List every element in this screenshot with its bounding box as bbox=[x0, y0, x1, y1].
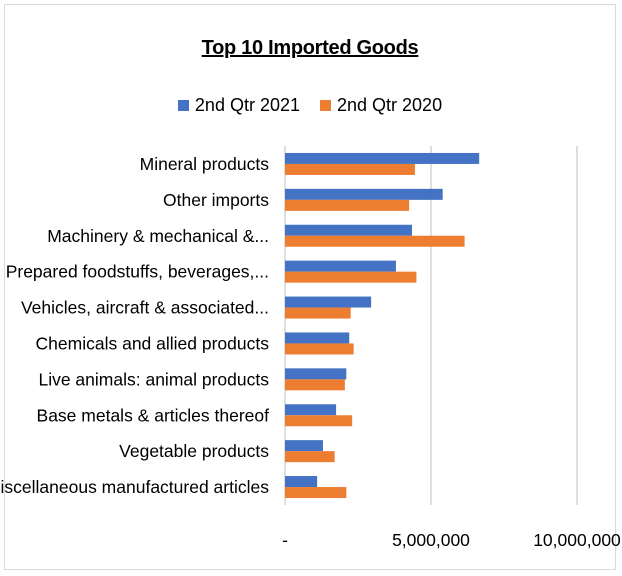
bar-2021-6 bbox=[285, 368, 347, 380]
bar-2020-3 bbox=[285, 271, 417, 283]
category-label-2: Machinery & mechanical &... bbox=[47, 226, 269, 246]
legend-label-2020: 2nd Qtr 2020 bbox=[337, 95, 443, 115]
bar-2021-4 bbox=[285, 296, 372, 308]
category-label-9: Miscellaneous manufactured articles bbox=[0, 477, 269, 497]
bar-2020-5 bbox=[285, 343, 354, 355]
chart-title: Top 10 Imported Goods bbox=[201, 37, 419, 59]
bar-2020-6 bbox=[285, 379, 345, 391]
bar-2020-9 bbox=[285, 487, 347, 499]
bar-2020-1 bbox=[285, 199, 410, 211]
category-label-3: Prepared foodstuffs, beverages,... bbox=[6, 262, 269, 282]
bar-2021-3 bbox=[285, 260, 396, 272]
bar-2020-4 bbox=[285, 307, 351, 319]
bar-2020-0 bbox=[285, 163, 415, 175]
chart-legend: 2nd Qtr 2021 2nd Qtr 2020 bbox=[5, 95, 615, 116]
bar-2021-9 bbox=[285, 476, 318, 488]
legend-item-2021: 2nd Qtr 2021 bbox=[177, 95, 300, 116]
legend-item-2020: 2nd Qtr 2020 bbox=[320, 95, 442, 116]
bar-2020-2 bbox=[285, 235, 465, 247]
x-tick-label-2: 10,000,000 bbox=[533, 530, 621, 550]
legend-swatch-2021 bbox=[177, 100, 189, 111]
legend-swatch-2020 bbox=[320, 100, 331, 111]
x-tick-label-1: 5,000,000 bbox=[392, 530, 470, 550]
bar-2021-8 bbox=[285, 440, 323, 452]
category-label-0: Mineral products bbox=[140, 154, 270, 174]
bar-2020-7 bbox=[285, 415, 353, 427]
category-label-4: Vehicles, aircraft & associated... bbox=[21, 298, 269, 318]
bar-2020-8 bbox=[285, 451, 335, 463]
bar-2021-2 bbox=[285, 224, 413, 236]
bar-2021-7 bbox=[285, 404, 337, 416]
legend-label-2021: 2nd Qtr 2021 bbox=[194, 95, 300, 115]
category-label-6: Live animals: animal products bbox=[38, 369, 269, 389]
category-label-5: Chemicals and allied products bbox=[36, 333, 270, 353]
category-label-7: Base metals & articles thereof bbox=[37, 405, 270, 425]
chart-frame: Top 10 Imported Goods 2nd Qtr 2021 2nd Q… bbox=[4, 4, 616, 570]
bar-2021-0 bbox=[285, 152, 480, 164]
bar-2021-1 bbox=[285, 188, 443, 200]
category-label-1: Other imports bbox=[163, 190, 269, 210]
category-label-8: Vegetable products bbox=[119, 441, 269, 461]
x-tick-label-0: - bbox=[282, 530, 288, 550]
bar-2021-5 bbox=[285, 332, 350, 344]
